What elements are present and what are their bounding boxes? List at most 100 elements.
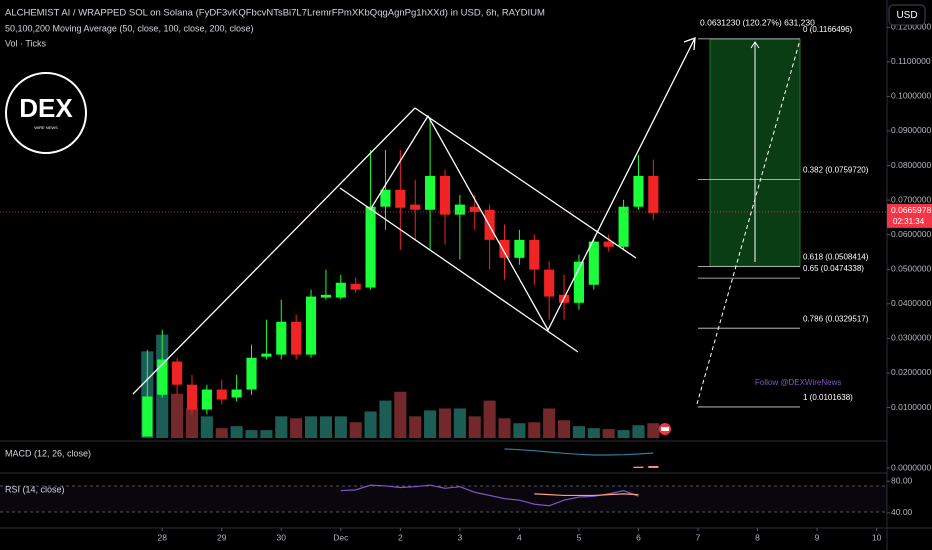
rsi-label: RSI (14, close)	[5, 484, 65, 494]
candle-body	[544, 269, 555, 297]
volume-bar	[171, 393, 184, 438]
logo-text: DEX	[19, 93, 73, 123]
volume-bar	[557, 420, 571, 438]
annotation: Follow @DEXWireNews	[755, 378, 841, 387]
volume-label: Vol · Ticks	[5, 38, 47, 48]
candle-body	[291, 321, 302, 355]
projection-path	[369, 37, 696, 332]
y-tick-label: 0.0300000	[891, 333, 931, 343]
fib-label: 0.65 (0.0474338)	[803, 264, 864, 273]
volume-bar	[483, 400, 496, 438]
volume-bar	[602, 429, 615, 438]
y-tick-label: 40.00	[891, 507, 913, 517]
x-tick-label: 3	[458, 532, 463, 542]
volume-bar	[304, 416, 318, 438]
volume-bar	[453, 408, 466, 438]
chart-title: ALCHEMIST AI / WRAPPED SOL on Solana (Fy…	[5, 8, 545, 19]
x-tick-label: Dec	[333, 532, 349, 542]
logo-ring	[5, 72, 87, 154]
volume-bar	[349, 422, 362, 438]
currency-label[interactable]: USD	[896, 10, 917, 21]
candle-body	[395, 189, 406, 208]
candle-body	[276, 321, 287, 355]
x-tick-label: 7	[696, 532, 701, 542]
countdown-label: 02:31:34	[893, 217, 925, 226]
volume-bar	[260, 430, 273, 438]
volume-bar	[587, 428, 600, 438]
volume-bar	[275, 416, 288, 438]
volume-bar	[647, 423, 660, 438]
arrow-head	[683, 37, 696, 51]
target-label: 0.0631230 (120.27%) 631,230	[700, 17, 815, 27]
fib-label: 0.382 (0.0759720)	[803, 166, 869, 175]
candle-body	[350, 283, 361, 290]
candle-body	[410, 204, 421, 210]
volume-bar	[617, 430, 630, 438]
candle-body	[648, 175, 659, 213]
y-tick-label: 0.1100000	[891, 56, 931, 66]
rsi-band-fill	[0, 486, 887, 512]
last-price-tag	[887, 203, 932, 228]
volume-bar	[319, 416, 332, 438]
drawings	[132, 37, 801, 405]
volume-bar	[543, 408, 556, 438]
volume-bar	[394, 391, 407, 438]
volume-bar	[230, 426, 243, 438]
volume-bar	[468, 416, 481, 438]
volume-bar	[572, 426, 585, 438]
y-tick-label: 80.00	[891, 475, 913, 485]
candle-body	[142, 396, 153, 437]
y-tick-label: 0.0200000	[891, 367, 931, 377]
volume-bar	[498, 418, 511, 438]
volume-bar	[215, 428, 228, 438]
candle-body	[618, 206, 629, 247]
candle-body	[201, 389, 212, 410]
candle-body	[499, 239, 510, 258]
y-tick-label: 0.0600000	[891, 229, 931, 239]
y-tick-label: 0.0700000	[891, 194, 931, 204]
candle-body	[588, 241, 599, 285]
x-tick-label: 9	[815, 532, 820, 542]
trendline	[414, 107, 637, 259]
candle-body	[454, 204, 465, 215]
fib-label: 1 (0.0101638)	[803, 393, 853, 402]
volume-bar	[290, 418, 303, 438]
candle-body	[425, 175, 436, 210]
x-tick-label: 10	[872, 532, 882, 542]
x-tick-label: 6	[636, 532, 641, 542]
volume-bar	[632, 425, 645, 438]
event-flag-icon	[661, 427, 669, 431]
y-tick-label: 0.1000000	[891, 91, 931, 101]
fib-diagonal	[696, 39, 801, 405]
arrow-head	[750, 41, 760, 49]
x-tick-label: 4	[517, 532, 522, 542]
volume-bar	[528, 422, 541, 438]
y-tick-label: 0.0400000	[891, 298, 931, 308]
trendline	[339, 187, 579, 353]
volume-bar	[424, 410, 437, 438]
indicator-line	[534, 493, 639, 497]
x-tick-label: 28	[157, 532, 167, 542]
macd-label: MACD (12, 26, close)	[5, 448, 91, 458]
y-tick-label: 0.1200000	[891, 22, 931, 32]
last-price-label: 0.0665978	[891, 205, 931, 215]
x-tick-label: 2	[398, 532, 403, 542]
indicator-line	[504, 448, 654, 456]
candle-body	[320, 294, 331, 298]
candle-body	[216, 389, 227, 400]
volume-bar	[185, 408, 199, 438]
currency-button[interactable]	[888, 4, 926, 26]
candle-body	[469, 206, 480, 212]
trendline	[132, 107, 416, 395]
x-tick-label: 5	[577, 532, 582, 542]
volume-bar	[364, 411, 377, 438]
volume-bar	[200, 416, 213, 438]
candle-body	[529, 239, 540, 270]
candle-body	[514, 239, 525, 258]
candle-body	[380, 189, 391, 207]
volume-bar	[334, 416, 347, 438]
indicator-line	[340, 484, 639, 507]
candle-body	[365, 206, 376, 288]
candle-body	[603, 241, 614, 247]
